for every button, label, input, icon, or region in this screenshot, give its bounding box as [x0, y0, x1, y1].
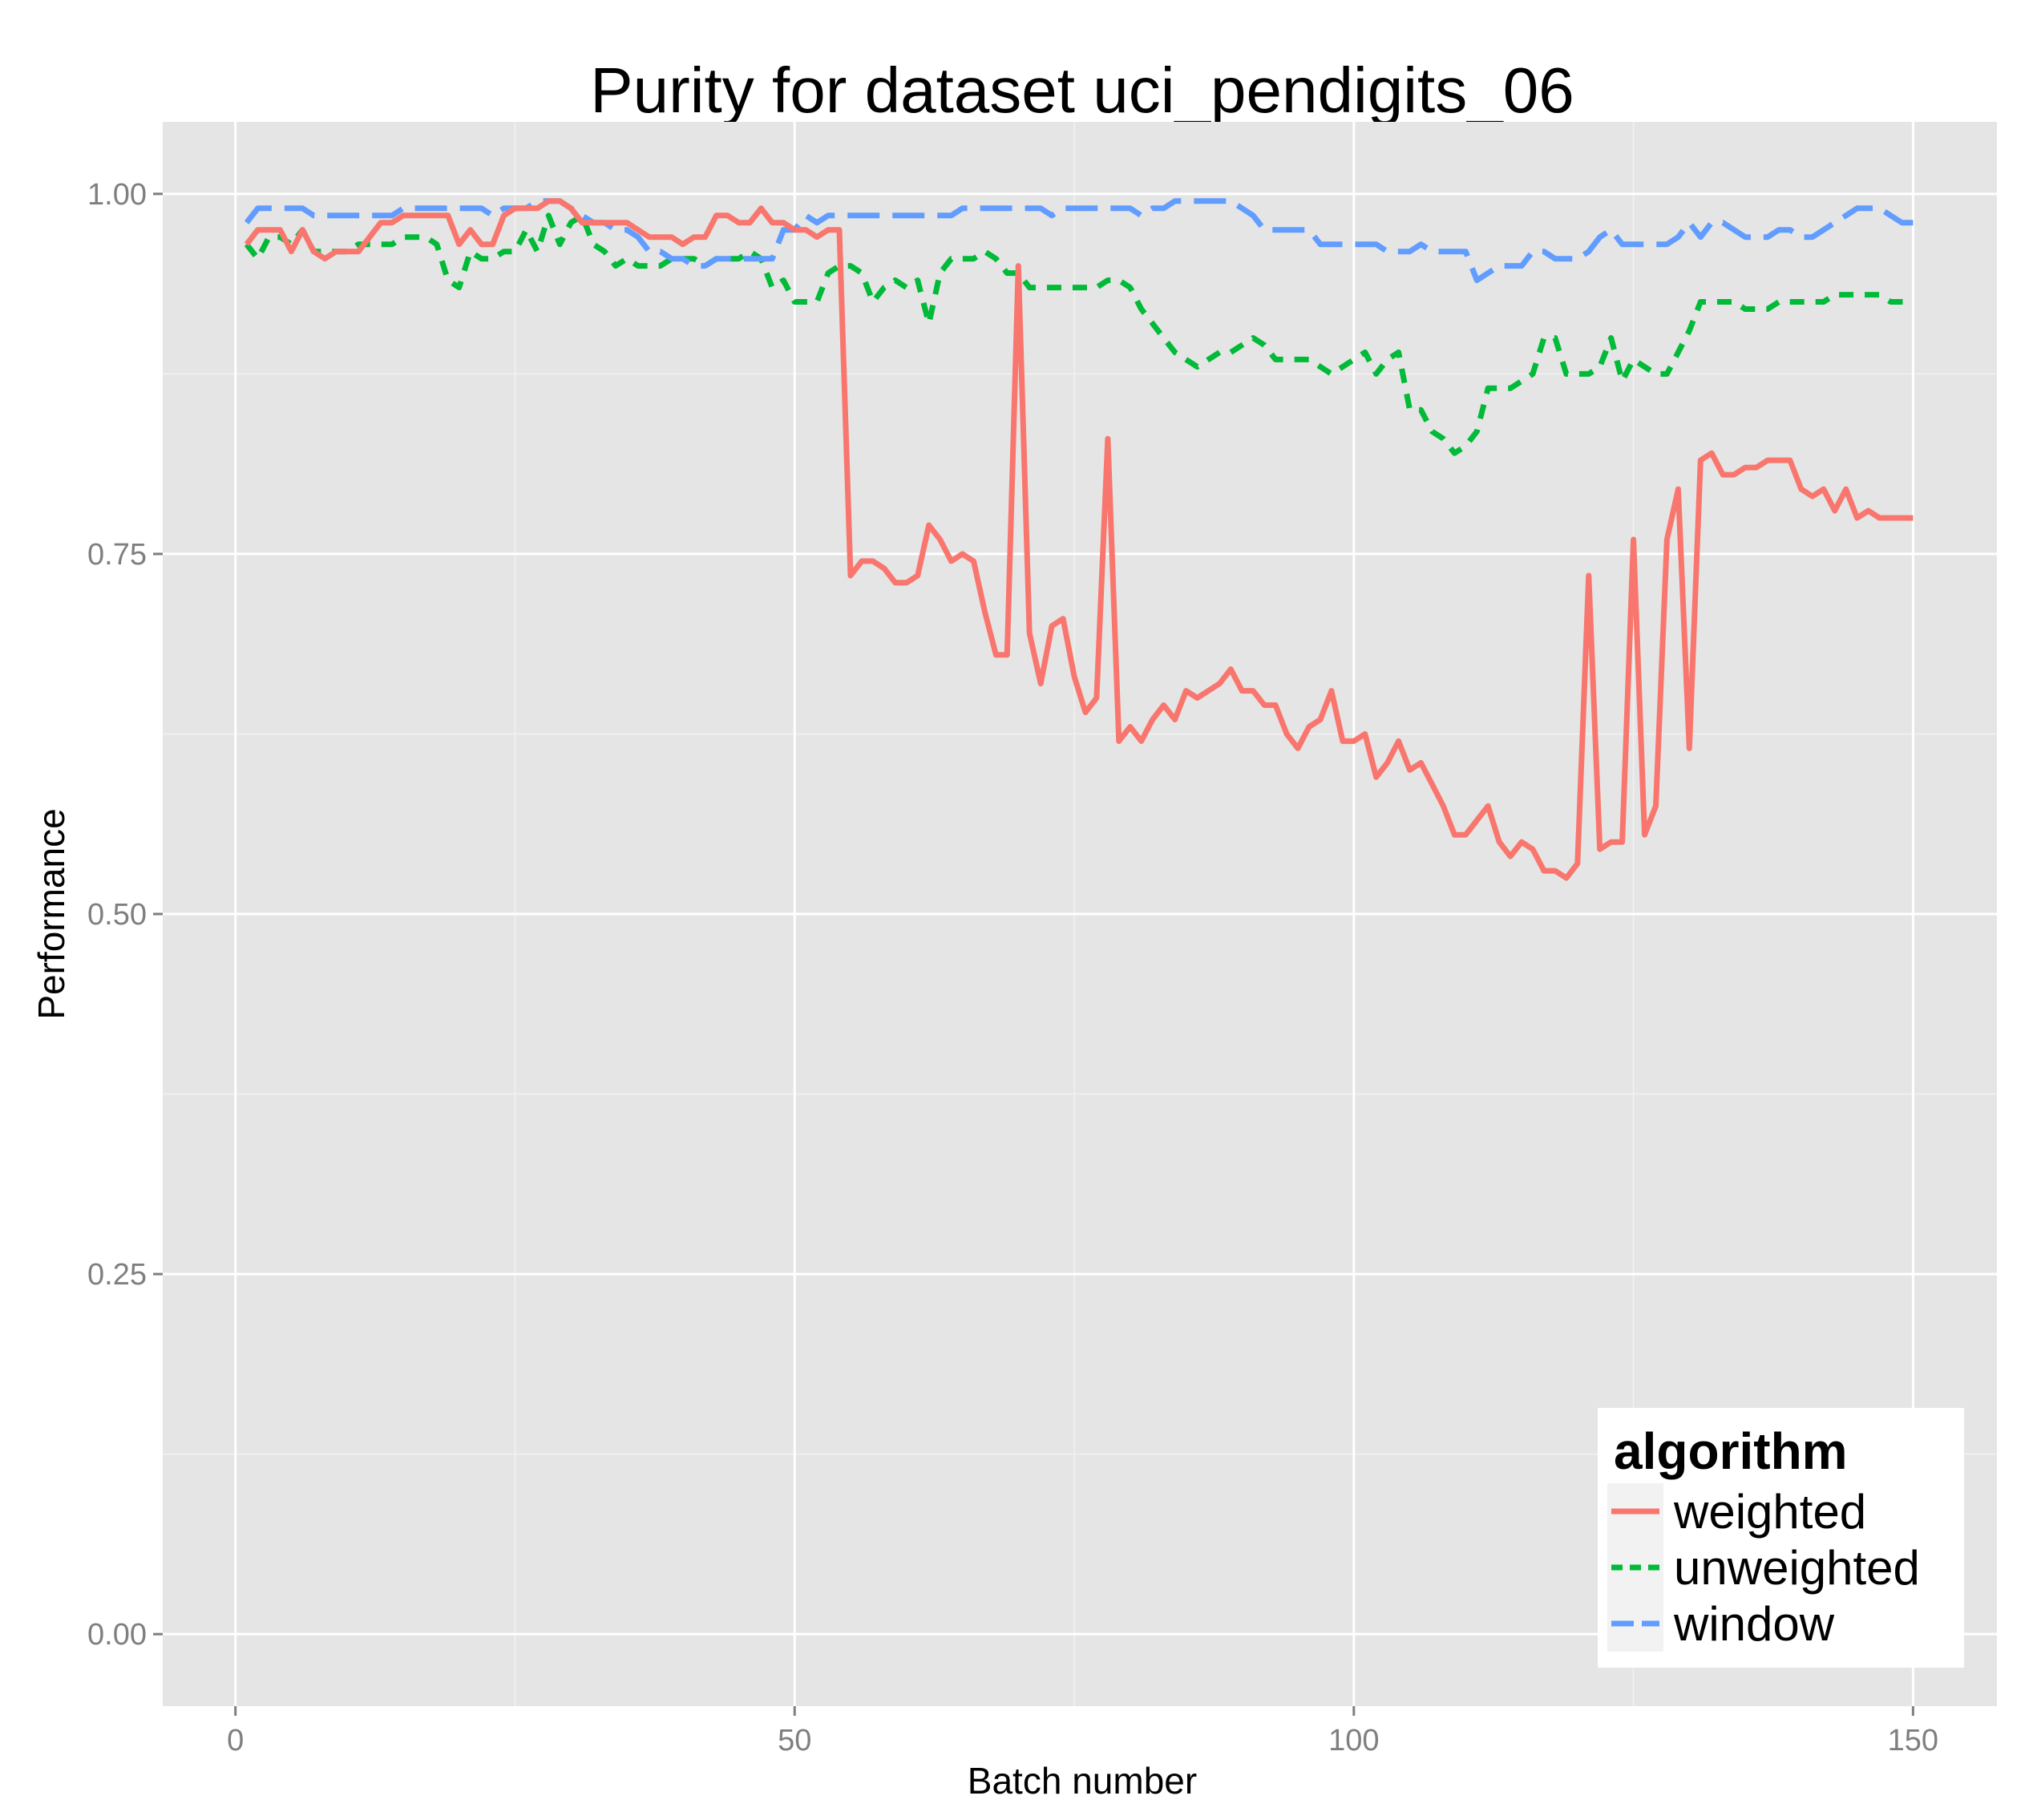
y-axis: 0.00 0.25 0.50 0.75 1.00 [87, 178, 163, 1652]
x-axis: 0 50 100 150 [227, 1706, 1938, 1757]
y-tick-label: 1.00 [87, 178, 147, 212]
x-tick-label: 0 [227, 1724, 244, 1757]
y-tick-label: 0.50 [87, 898, 147, 932]
y-tick-label: 0.25 [87, 1258, 147, 1292]
legend-label-window: window [1673, 1597, 1835, 1651]
legend-label-weighted: weighted [1673, 1485, 1866, 1539]
x-tick-label: 150 [1888, 1724, 1938, 1757]
y-tick-label: 0.00 [87, 1618, 147, 1652]
legend-title: algorithm [1614, 1422, 1848, 1480]
x-tick-label: 50 [778, 1724, 811, 1757]
x-tick-label: 100 [1328, 1724, 1379, 1757]
chart-title: Purity for dataset uci_pendigits_06 [590, 55, 1574, 126]
x-axis-title: Batch number [968, 1760, 1197, 1802]
y-tick-label: 0.75 [87, 538, 147, 572]
legend-label-unweighted: unweighted [1674, 1541, 1920, 1595]
y-axis-title: Performance [30, 808, 72, 1019]
